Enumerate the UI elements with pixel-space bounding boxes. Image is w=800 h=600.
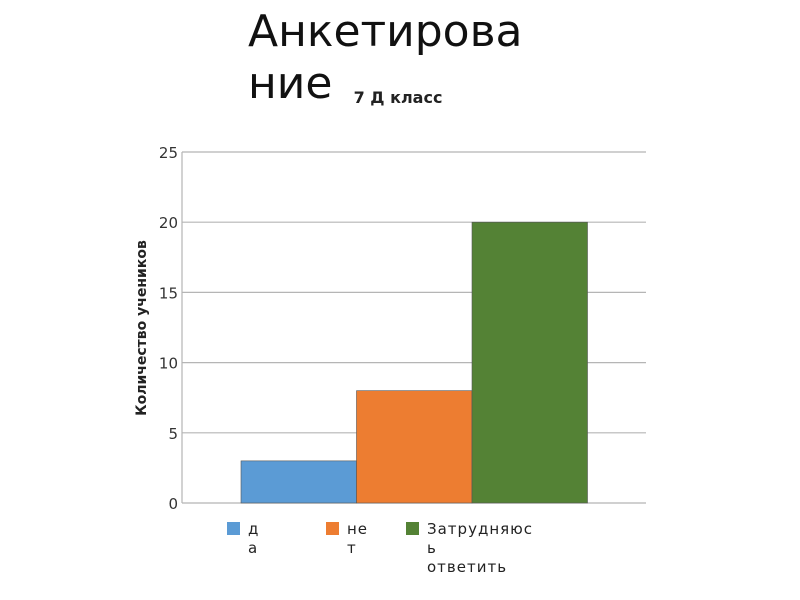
y-tick-label: 10	[159, 355, 178, 373]
bar-2	[471, 221, 588, 504]
slide-title: Анкетирование	[248, 6, 523, 109]
y-tick-label: 20	[159, 214, 178, 232]
legend-label-line: ь	[427, 539, 437, 557]
legend-swatch-0	[227, 522, 240, 535]
bars	[240, 221, 588, 504]
bar-1	[356, 390, 473, 504]
legend-label-line: д	[248, 520, 259, 538]
y-tick-label: 15	[159, 284, 178, 302]
legend-label-line: не	[347, 520, 368, 538]
y-tick-label: 5	[168, 425, 178, 443]
chart-title: 7 Д класс	[354, 88, 443, 107]
y-tick-label: 0	[168, 495, 178, 513]
legend-label-line: Затрудняюс	[427, 520, 533, 538]
y-tick-label: 25	[159, 144, 178, 162]
legend-label-line: ответить	[427, 558, 507, 576]
legend-label-2: Затрудняюс ь ответить	[427, 520, 533, 576]
legend-swatch-1	[326, 522, 339, 535]
legend-label-line: а	[248, 539, 258, 557]
legend-label-1: не т	[347, 520, 368, 557]
legend-swatch-2	[406, 522, 419, 535]
y-axis-ticks: 0 5 10 15 20 25	[159, 144, 178, 513]
legend-label-line: т	[347, 539, 357, 557]
legend: д а не т Затрудняюс ь ответить	[227, 520, 533, 576]
y-axis-label: Количество учеников	[134, 240, 150, 416]
bar-0	[240, 460, 357, 504]
